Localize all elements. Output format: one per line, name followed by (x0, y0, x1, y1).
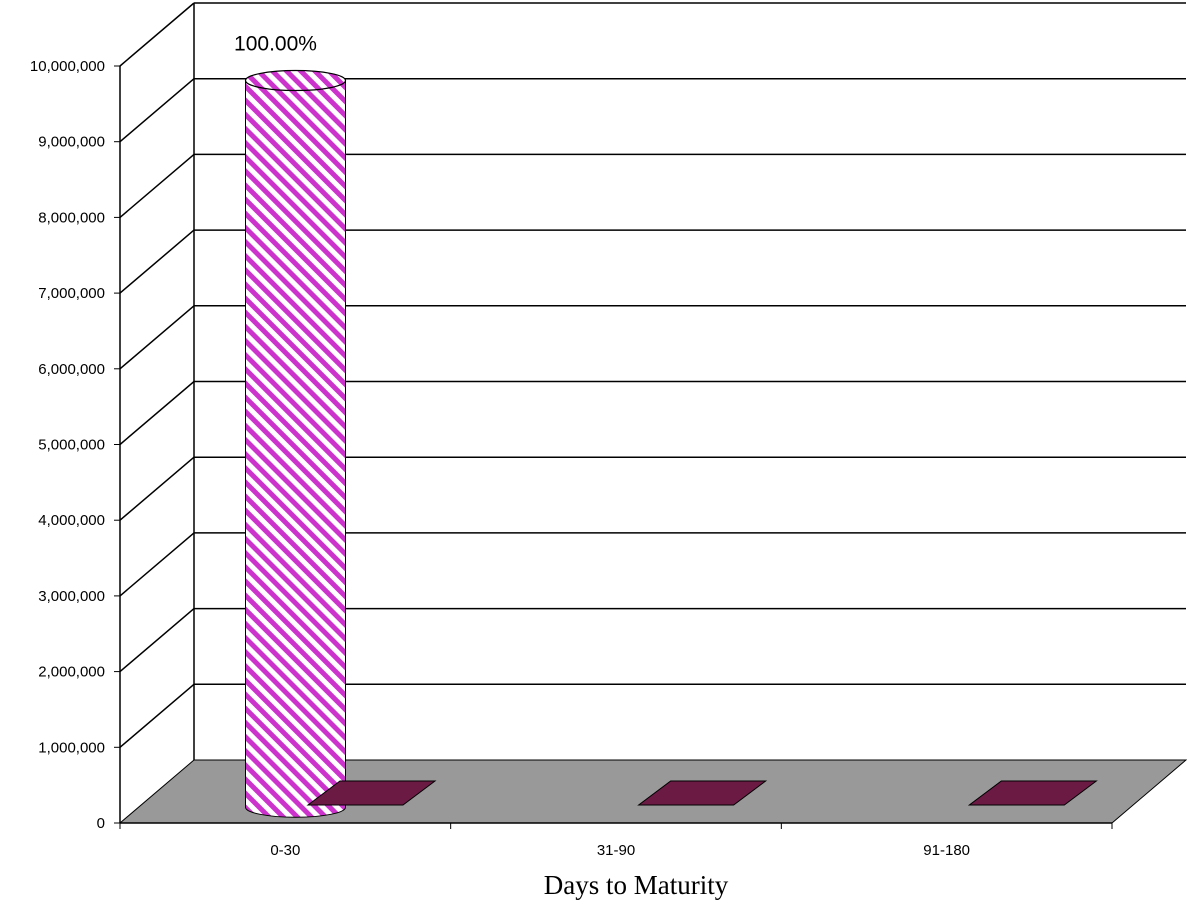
y-tick-label: 2,000,000 (38, 664, 105, 681)
y-tick-label: 9,000,000 (38, 134, 105, 151)
y-tick-label: 1,000,000 (38, 739, 105, 756)
data-label: 100.00% (234, 33, 317, 56)
side-gridline (119, 532, 195, 597)
x-tick-label: 31-90 (597, 842, 635, 859)
y-tick-label: 0 (97, 815, 105, 832)
side-wall (119, 2, 195, 748)
x-axis-title: Days to Maturity (544, 870, 729, 900)
y-tick-label: 10,000,000 (30, 58, 105, 75)
side-gridline (119, 305, 195, 370)
side-gridline (119, 380, 195, 446)
y-tick-label: 6,000,000 (38, 361, 105, 378)
y-tick-label: 8,000,000 (38, 209, 105, 226)
side-gridline (119, 456, 195, 521)
side-gridline (119, 229, 195, 294)
side-gridline (119, 683, 195, 748)
y-tick-label: 3,000,000 (38, 588, 105, 605)
gridlines (194, 2, 1186, 686)
data-labels: 100.00% (234, 33, 317, 56)
y-tick-label: 7,000,000 (38, 285, 105, 302)
flat-bar-31-90 (637, 780, 768, 806)
side-gridline (119, 2, 195, 67)
side-gridline (119, 608, 195, 673)
bar-0-30 (244, 69, 347, 818)
cylinder-top (244, 69, 347, 92)
x-tick-label: 91-180 (923, 842, 970, 859)
cylinder-body (245, 80, 346, 818)
bars (244, 69, 1098, 818)
y-axis-ticks: 0 1,000,000 2,000,000 3,000,000 4,000,000 5,0… (30, 58, 120, 832)
x-tick-label: 0-30 (270, 842, 300, 859)
flat-bar-0-30 (306, 780, 437, 806)
side-gridline (119, 153, 195, 218)
flat-bar-91-180 (967, 780, 1098, 806)
y-tick-label: 5,000,000 (38, 437, 105, 454)
y-tick-label: 4,000,000 (38, 512, 105, 529)
x-axis-ticks: 0-30 31-90 91-180 (119, 823, 1113, 859)
side-gridline (119, 78, 195, 143)
